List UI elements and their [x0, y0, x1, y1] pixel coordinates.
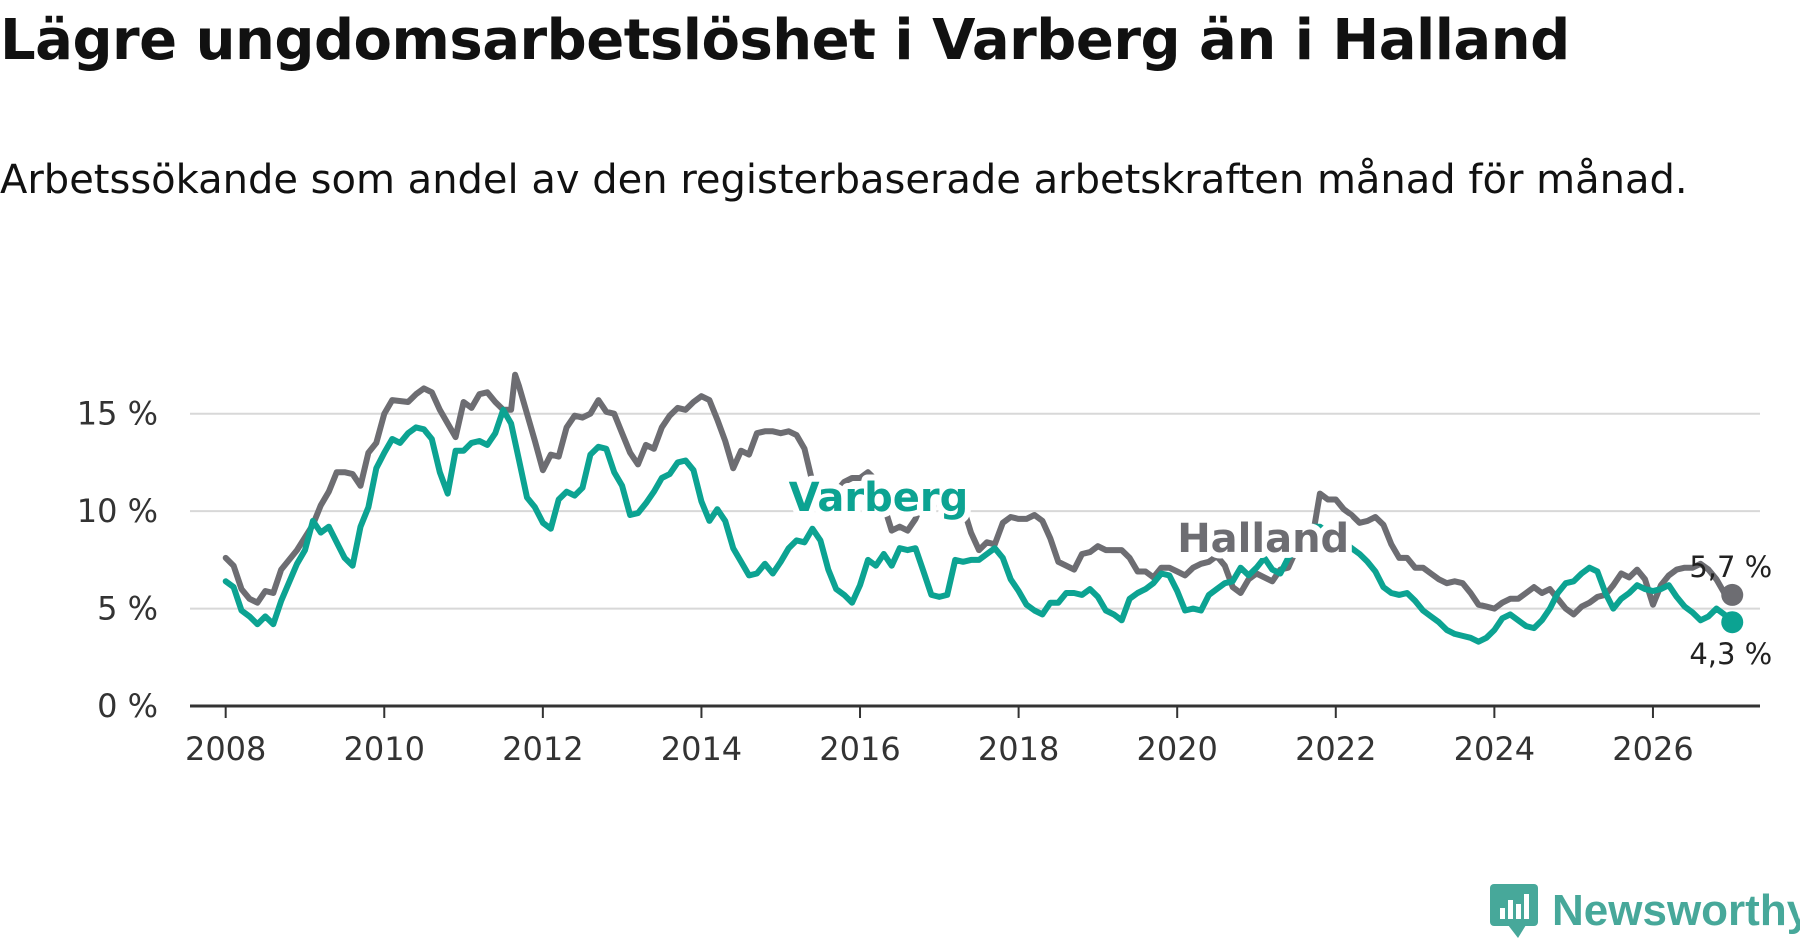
gridlines	[190, 412, 1760, 610]
y-tick-label: 5 %	[97, 590, 158, 628]
y-tick-label: 0 %	[97, 687, 158, 725]
end-markers: 5,7 % 4,3 %	[1689, 550, 1772, 671]
series-labels: Varberg Halland	[783, 469, 1356, 568]
series-label-varberg: Varberg	[789, 475, 969, 521]
x-tick-label: 2024	[1454, 730, 1535, 768]
y-tick-label: 10 %	[77, 492, 158, 530]
x-tick-label: 2008	[185, 730, 266, 768]
brand-name: Newsworthy	[1552, 886, 1800, 935]
end-label-varberg: 4,3 %	[1689, 637, 1772, 671]
series-lines	[222, 371, 1736, 645]
x-tick-label: 2026	[1612, 730, 1693, 768]
series-line-varberg	[222, 406, 1736, 645]
y-tick-label: 15 %	[77, 395, 158, 433]
series-label-halland: Halland	[1177, 516, 1349, 562]
x-tick-label: 2020	[1136, 730, 1217, 768]
x-tick-label: 2022	[1295, 730, 1376, 768]
newsworthy-brand: Newsworthy	[1488, 882, 1800, 940]
chart-title: Lägre ungdomsarbetslöshet i Varberg än i…	[0, 8, 1570, 73]
end-marker-varberg	[1721, 611, 1744, 634]
newsworthy-logo-icon	[1490, 884, 1538, 938]
x-tick-label: 2014	[661, 730, 742, 768]
end-marker-halland	[1721, 583, 1744, 606]
x-tick-label: 2018	[978, 730, 1059, 768]
x-tick-label: 2010	[344, 730, 425, 768]
x-tick-label: 2012	[502, 730, 583, 768]
chart-subtitle: Arbetssökande som andel av den registerb…	[0, 157, 1688, 203]
series-line-halland	[222, 371, 1736, 618]
x-axis: 2008 2010 2012 2014 2016 2018 2020 2022 2024 2026	[185, 704, 1760, 768]
x-tick-label: 2016	[819, 730, 900, 768]
end-label-halland: 5,7 %	[1689, 550, 1772, 584]
y-axis-tick-labels: 0 % 5 % 10 % 15 %	[77, 395, 158, 725]
